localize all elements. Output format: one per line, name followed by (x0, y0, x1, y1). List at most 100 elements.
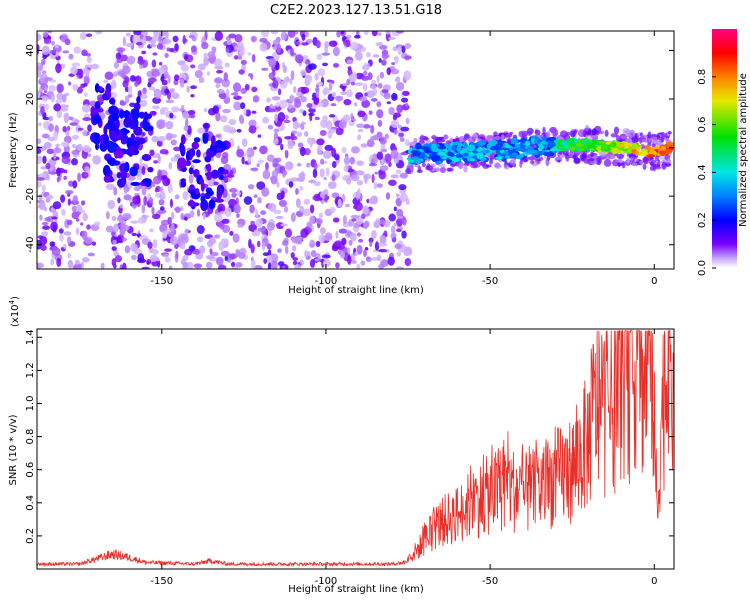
snr-multiplier-base: (x10 (10, 304, 21, 327)
spectrogram-noise-cell (250, 260, 256, 269)
snr-y-ticks: 0.2 0.4 0.6 0.8 1.0 1.2 1.4 (25, 329, 674, 544)
spectrogram-noise-cell (246, 150, 251, 156)
spectrogram-noise-cell (77, 127, 84, 131)
spectrogram-noise-cell (74, 259, 80, 266)
spectrogram-noise-cell (127, 55, 136, 65)
spectrogram-noise-cell (266, 154, 275, 163)
colorbar-ticks: 0.0 0.2 0.4 0.6 0.8 (697, 69, 716, 276)
spectrogram-noise-cell (400, 97, 409, 103)
spectrogram-noise-cell (164, 256, 171, 263)
spectrogram-noise-cell (233, 90, 238, 97)
spectrogram-noise-cell (393, 206, 397, 212)
spectrogram-blob-cell (214, 198, 224, 203)
spectrogram-halo-cell (590, 151, 594, 158)
spectrogram-noise-cell (275, 101, 280, 108)
snr-frame (36, 328, 675, 570)
spectrogram-noise-cell (399, 172, 408, 179)
spectrogram-halo-cell (654, 156, 660, 162)
spectrogram-noise-cell (390, 119, 400, 128)
spectrogram-noise-cell (247, 184, 255, 190)
spectrogram-trace-cell (537, 139, 543, 143)
spectrogram-noise-cell (351, 260, 357, 264)
spectrogram-noise-cell (291, 245, 297, 252)
spectrogram-noise-cell (375, 41, 384, 47)
spectrogram-noise-cell (60, 141, 70, 148)
spectrogram-noise-cell (255, 209, 259, 218)
spectrogram-noise-cell (368, 237, 374, 243)
spectrogram-halo-cell (647, 131, 652, 139)
spectrogram-noise-cell (331, 174, 336, 182)
spectrogram-halo-cell (565, 155, 570, 162)
spectrogram-halo-cell (592, 155, 601, 161)
spectrogram-noise-cell (260, 210, 267, 216)
spectrogram-noise-cell (369, 241, 373, 247)
spectrogram-noise-cell (378, 249, 388, 253)
spectrogram-noise-cell (402, 217, 407, 226)
spectrogram-noise-cell (314, 116, 320, 121)
spectrogram-noise-cell (284, 149, 289, 159)
spectrogram-trace-cell (658, 150, 666, 156)
spectrogram-noise-cell (148, 86, 156, 91)
spectrogram-noise-cell (232, 82, 242, 93)
spectrogram-halo-cell (463, 133, 470, 140)
spectrogram-noise-cell (75, 211, 82, 216)
spectrogram-noise-cell (321, 254, 331, 259)
spectrogram-noise-cell (65, 190, 74, 195)
spectrogram-noise-cell (184, 217, 188, 221)
spectrogram-noise-cell (278, 199, 288, 207)
spectrogram-noise-cell (284, 228, 293, 238)
spectrogram-noise-cell (383, 92, 391, 100)
spectrogram-noise-cell (82, 129, 88, 137)
spectrogram-noise-cell (71, 134, 79, 140)
spectrogram-y-ticks: -40 -20 0 20 40 (25, 44, 674, 253)
spectrogram-noise-cell (70, 66, 78, 75)
spectrogram-noise-cell (358, 238, 364, 243)
spectrogram-noise-cell (162, 177, 171, 187)
spectrogram-noise-cell (342, 83, 348, 87)
spectrogram-noise-cell (186, 85, 190, 93)
spectrogram-noise-cell (202, 212, 206, 220)
spectrogram-noise-cell (216, 70, 223, 74)
spectrogram-noise-cell (354, 251, 358, 257)
spectrogram-noise-cell (309, 215, 315, 224)
spectrogram-trace-cell (664, 143, 671, 149)
spectrogram-noise-cell (105, 211, 110, 220)
spectrogram-blob-cell (200, 196, 206, 203)
spectrogram-noise-cell (251, 86, 258, 93)
spectrogram-noise-cell (92, 155, 101, 165)
spectrogram-noise-cell (297, 142, 304, 148)
spectrogram-noise-cell (44, 86, 48, 92)
spectrogram-noise-cell (278, 88, 282, 96)
spectrogram-noise-cell (361, 213, 366, 220)
spectrogram-noise-cell (373, 182, 378, 190)
spectrogram-noise-cell (142, 36, 147, 46)
spectrogram-noise-cell (395, 266, 404, 269)
spectrogram-noise-cell (40, 244, 47, 251)
spectrogram-noise-cell (321, 258, 325, 268)
spectrogram-noise-cell (112, 239, 117, 245)
spectrogram-noise-cell (277, 261, 285, 267)
spectrogram-trace-cell (430, 143, 437, 149)
spectrogram-noise-cell (274, 113, 278, 123)
spectrogram-blob-cell (129, 166, 138, 177)
spectrogram-noise-cell (290, 252, 295, 259)
spectrogram-noise-cell (334, 153, 340, 161)
spectrogram-halo-cell (447, 167, 454, 172)
spectrogram-noise-cell (345, 39, 351, 48)
spectrogram-noise-cell (360, 260, 366, 266)
spectrogram-noise-cell (295, 198, 301, 208)
spectrogram-noise-cell (119, 101, 127, 106)
spectrogram-noise-cell (405, 102, 409, 107)
spectrogram-noise-cell (240, 59, 247, 65)
spectrogram-halo-cell (580, 157, 585, 162)
spectrogram-noise-cell (352, 118, 357, 122)
spectrogram-noise-cell (215, 256, 224, 266)
spectrogram-blob-cell (109, 129, 118, 141)
spectrogram-noise-cell (188, 34, 195, 39)
spectrogram-noise-cell (170, 139, 177, 146)
spectrogram-noise-cell (249, 204, 255, 214)
spectrogram-noise-cell (167, 75, 171, 84)
spectrogram-noise-cell (325, 167, 330, 177)
colorbar: 0.0 0.2 0.4 0.6 0.8 Normalized spectral ampl… (697, 29, 749, 276)
spectrogram-noise-cell (395, 31, 405, 34)
